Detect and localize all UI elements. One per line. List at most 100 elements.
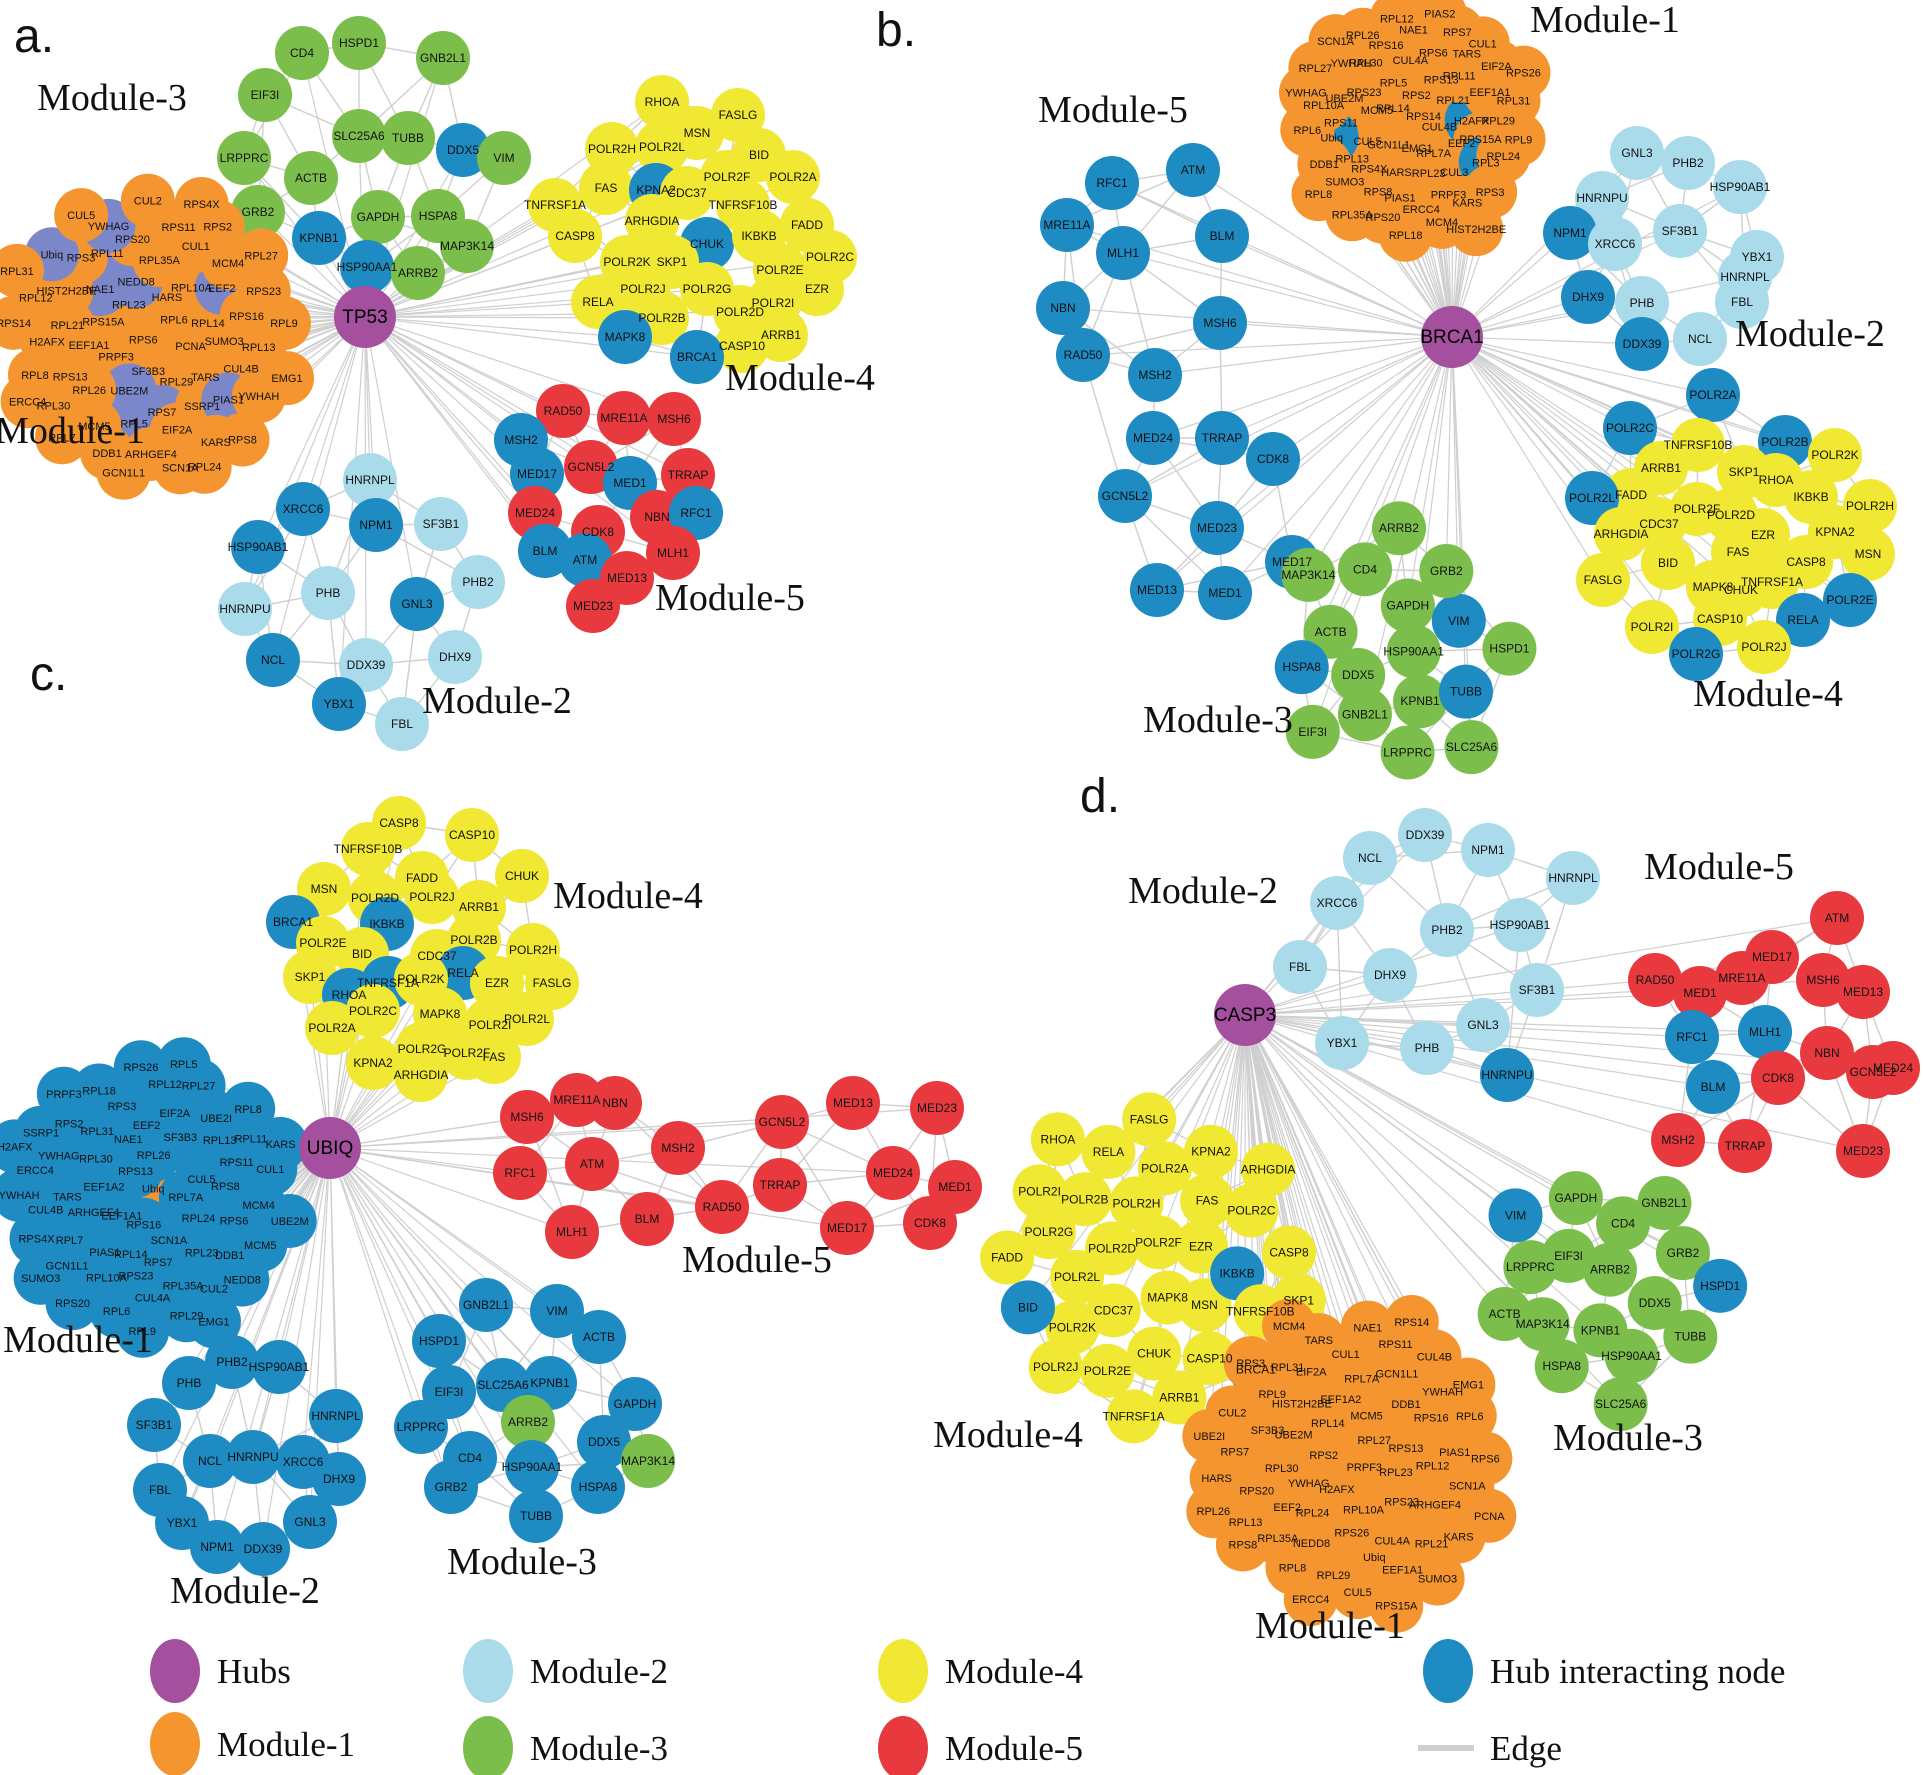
node-ACTB[interactable] (284, 151, 338, 205)
node-FAS[interactable] (579, 161, 633, 215)
node-RPL9[interactable] (256, 296, 311, 351)
node-NCL[interactable] (1343, 831, 1397, 885)
node-YWHAG[interactable] (1278, 65, 1333, 120)
node-XRCC6[interactable] (276, 482, 330, 536)
node-EIF3I[interactable] (238, 68, 292, 122)
node-NAE1[interactable] (1340, 1300, 1395, 1355)
node-FAS[interactable] (1180, 1173, 1235, 1228)
node-MLH1[interactable] (646, 526, 700, 580)
node-GRB2[interactable] (1419, 544, 1474, 599)
node-ARRB2[interactable] (501, 1395, 555, 1449)
node-LRPPRC[interactable] (1380, 725, 1435, 780)
node-MLH1[interactable] (545, 1205, 599, 1259)
node-TNFRSF10B[interactable] (341, 822, 395, 876)
node-KPNB1[interactable] (1393, 674, 1448, 729)
node-RPL9[interactable] (115, 1303, 170, 1358)
node-BLM[interactable] (620, 1192, 674, 1246)
node-VIM[interactable] (530, 1284, 584, 1338)
node-RAD50[interactable] (1056, 328, 1110, 382)
node-CDK8[interactable] (1246, 432, 1300, 486)
node-PHB[interactable] (301, 566, 355, 620)
node-SLC25A6[interactable] (332, 109, 386, 163)
node-GCN1L1[interactable] (96, 445, 151, 500)
node-MAP3K14[interactable] (440, 219, 494, 273)
node-ARHGDIA[interactable] (625, 194, 679, 248)
node-TRRAP[interactable] (1718, 1119, 1772, 1173)
node-RPS4X[interactable] (9, 1211, 64, 1266)
node-POLR2A[interactable] (305, 1001, 359, 1055)
node-POLR2C[interactable] (1603, 401, 1657, 455)
node-GNB2L1[interactable] (1637, 1175, 1692, 1230)
node-HSP90AA1[interactable] (340, 240, 394, 294)
node-GNL3[interactable] (1610, 126, 1664, 180)
node-DHX9[interactable] (1561, 270, 1615, 324)
node-RPS8[interactable] (215, 412, 270, 467)
node-CHUK[interactable] (1127, 1326, 1182, 1381)
node-SF3B1[interactable] (1510, 963, 1564, 1017)
node-MED17[interactable] (510, 447, 564, 501)
node-CD4[interactable] (1596, 1196, 1651, 1251)
node-CASP10[interactable] (715, 319, 769, 373)
node-RHOA[interactable] (635, 75, 689, 129)
node-SCN1A[interactable] (1308, 14, 1363, 69)
node-POLR2L[interactable] (635, 120, 689, 174)
node-RFC1[interactable] (1665, 1010, 1719, 1064)
node-HNRNPU[interactable] (1480, 1048, 1534, 1102)
node-POLR2J[interactable] (1737, 620, 1791, 674)
node-RPL12[interactable] (1369, 0, 1424, 46)
node-MED1[interactable] (1673, 966, 1727, 1020)
node-MSH2[interactable] (1128, 348, 1182, 402)
node-RPL9[interactable] (1491, 112, 1546, 167)
node-HSP90AB1[interactable] (1713, 160, 1767, 214)
node-EZR[interactable] (790, 262, 844, 316)
node-UBE2M[interactable] (262, 1193, 317, 1248)
node-POLR2L[interactable] (1565, 471, 1619, 525)
node-HNRNPU[interactable] (226, 1430, 280, 1484)
node-POLR2B[interactable] (1057, 1172, 1112, 1227)
node-ATM[interactable] (1810, 891, 1864, 945)
node-DDX5[interactable] (436, 123, 490, 177)
node-RPL18[interactable] (1378, 207, 1433, 262)
node-ARHGDIA[interactable] (394, 1048, 448, 1102)
node-GNL3[interactable] (283, 1495, 337, 1549)
node-MED23[interactable] (910, 1081, 964, 1135)
node-POLR2J[interactable] (405, 870, 459, 924)
node-HSP90AB1[interactable] (252, 1340, 306, 1394)
node-HSPD1[interactable] (332, 16, 386, 70)
node-RPS4X[interactable] (174, 176, 229, 231)
node-EMG1[interactable] (260, 351, 315, 406)
node-RAD50[interactable] (536, 384, 590, 438)
node-MED13[interactable] (826, 1076, 880, 1130)
node-RFC1[interactable] (1085, 156, 1139, 210)
node-POLR2J[interactable] (1028, 1340, 1083, 1395)
node-HSPD1[interactable] (412, 1314, 466, 1368)
node-TNFRSF1A[interactable] (1745, 555, 1799, 609)
node-CASP10[interactable] (445, 808, 499, 862)
node-CASP8[interactable] (548, 209, 602, 263)
node-MCM4[interactable] (1262, 1298, 1317, 1353)
node-DHX9[interactable] (1363, 948, 1417, 1002)
node-RPS14[interactable] (0, 295, 41, 350)
node-MAPK8[interactable] (598, 310, 652, 364)
node-H2AFX[interactable] (0, 1119, 42, 1174)
node-DDX39[interactable] (1398, 808, 1452, 862)
node-RFC1[interactable] (669, 486, 723, 540)
node-SUMO3[interactable] (13, 1250, 68, 1305)
node-POLR2A[interactable] (766, 150, 820, 204)
node-ARRB2[interactable] (1582, 1242, 1637, 1297)
node-MED23[interactable] (1190, 501, 1244, 555)
node-ACTB[interactable] (1477, 1287, 1532, 1342)
node-YBX1[interactable] (312, 677, 366, 731)
node-RPL27[interactable] (234, 228, 289, 283)
node-POLR2E[interactable] (1080, 1343, 1135, 1398)
node-GAPDH[interactable] (351, 190, 405, 244)
node-POLR2E[interactable] (1823, 573, 1877, 627)
node-LRPPRC[interactable] (1503, 1240, 1558, 1295)
hub-node-UBIQ[interactable] (299, 1117, 361, 1179)
node-ATM[interactable] (558, 533, 612, 587)
node-BID[interactable] (1000, 1280, 1055, 1335)
node-ERCC4[interactable] (1283, 1572, 1338, 1627)
node-XRCC6[interactable] (1310, 876, 1364, 930)
node-FBL[interactable] (375, 697, 429, 751)
node-LRPPRC[interactable] (394, 1400, 448, 1454)
